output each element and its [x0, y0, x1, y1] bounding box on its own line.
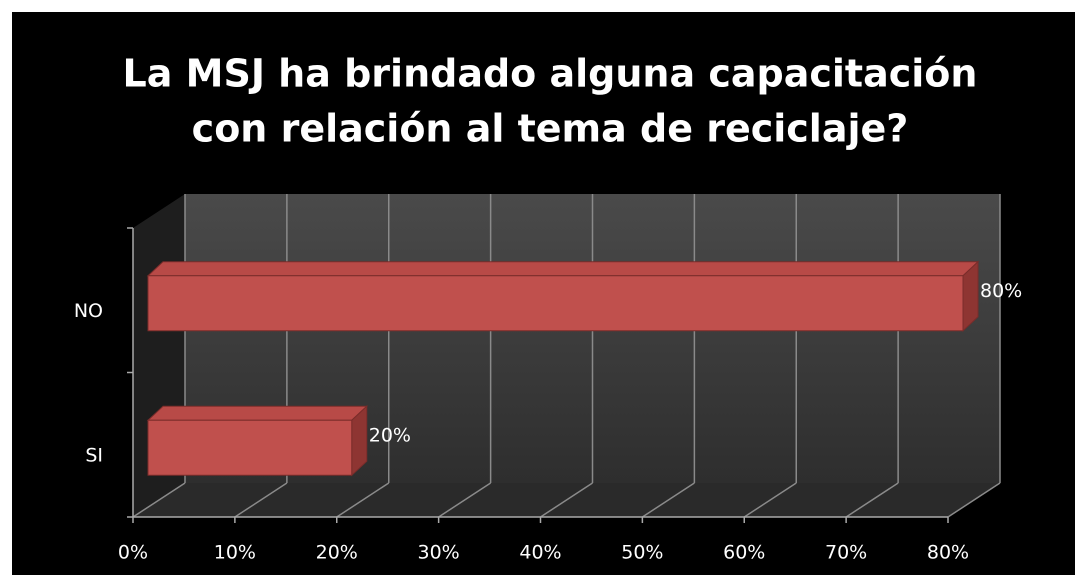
bar-top — [146, 261, 980, 277]
y-tick-label: NO — [74, 300, 103, 322]
bar-top — [146, 405, 369, 421]
grid-line — [234, 482, 288, 518]
bar-front — [147, 275, 964, 332]
grid-line — [947, 482, 1001, 518]
grid-line — [845, 482, 899, 518]
bar — [146, 260, 980, 332]
x-tick-label: 30% — [418, 542, 460, 564]
value-label: 20% — [369, 424, 411, 446]
grid-line — [743, 482, 797, 518]
bar — [146, 405, 369, 477]
x-tick-label: 80% — [927, 542, 969, 564]
x-tick-label: 20% — [316, 542, 358, 564]
x-tick-label: 70% — [825, 542, 867, 564]
value-label: 80% — [980, 280, 1022, 302]
chart-title: con relación al tema de reciclaje? — [192, 107, 909, 151]
y-tick-label: SI — [85, 444, 103, 466]
x-tick-label: 50% — [621, 542, 663, 564]
grid-line — [336, 482, 390, 518]
grid-line — [438, 482, 492, 518]
grid-line — [132, 482, 186, 518]
x-tick-label: 40% — [519, 542, 561, 564]
grid-line — [641, 482, 695, 518]
grid-line — [540, 482, 593, 518]
x-tick-label: 10% — [214, 542, 256, 564]
x-tick-label: 60% — [723, 542, 765, 564]
x-tick-label: 0% — [118, 542, 148, 564]
chart-title: La MSJ ha brindado alguna capacitación — [123, 52, 978, 96]
bar-front — [147, 419, 353, 476]
